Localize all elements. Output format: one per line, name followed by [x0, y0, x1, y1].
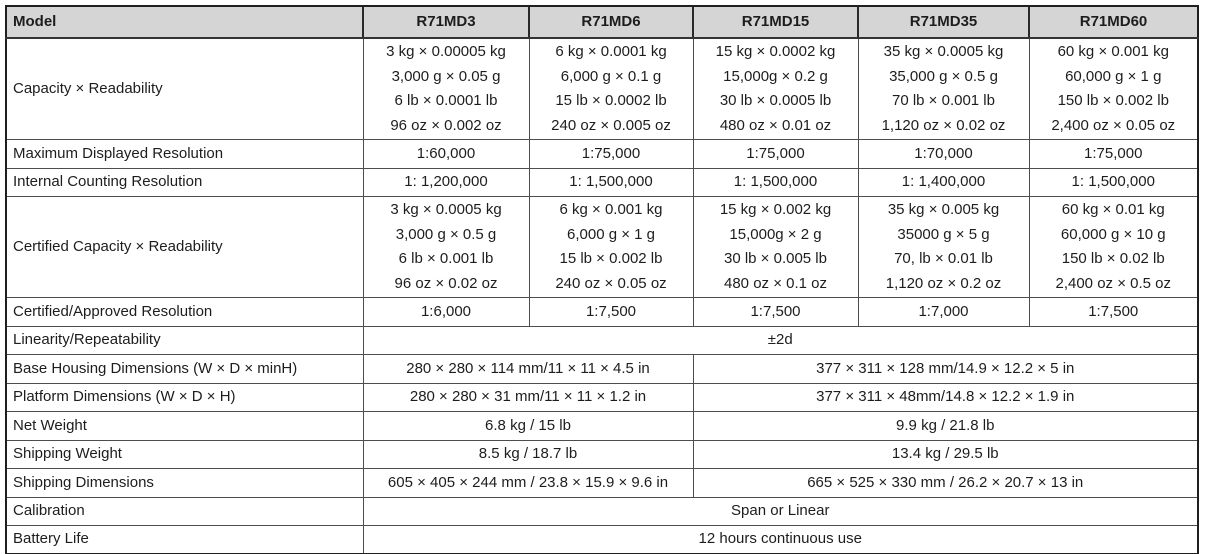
row-label: Shipping Weight — [5, 439, 364, 469]
spec-cell: 1:7,500 — [528, 297, 694, 327]
column-header-r71md35: R71MD35 — [857, 5, 1030, 39]
spec-cell-large-models: 13.4 kg / 29.5 lb — [692, 439, 1199, 469]
spec-cell: 35 kg × 0.005 kg 35000 g × 5 g 70, lb × … — [857, 196, 1030, 298]
row-label: Shipping Dimensions — [5, 468, 364, 498]
spec-cell: 15 kg × 0.002 kg 15,000g × 2 g 30 lb × 0… — [692, 196, 859, 298]
spec-cell: 3 kg × 0.00005 kg 3,000 g × 0.05 g 6 lb … — [362, 37, 530, 140]
row-label: Battery Life — [5, 525, 364, 554]
spec-row-net-weight: Net Weight 6.8 kg / 15 lb 9.9 kg / 21.8 … — [5, 411, 1199, 441]
row-label: Calibration — [5, 496, 364, 526]
spec-cell: 1: 1,400,000 — [857, 167, 1030, 197]
column-header-r71md6: R71MD6 — [528, 5, 694, 39]
spec-row-base-housing-dimensions: Base Housing Dimensions (W × D × minH) 2… — [5, 354, 1199, 384]
spec-cell-span-all: 12 hours continuous use — [362, 525, 1199, 554]
column-header-r71md60: R71MD60 — [1028, 5, 1199, 39]
spec-cell: 1:70,000 — [857, 139, 1030, 169]
row-label: Internal Counting Resolution — [5, 167, 364, 197]
spec-row-capacity-readability: Capacity × Readability 3 kg × 0.00005 kg… — [5, 37, 1199, 140]
row-label: Base Housing Dimensions (W × D × minH) — [5, 354, 364, 384]
spec-cell: 60 kg × 0.01 kg 60,000 g × 10 g 150 lb ×… — [1028, 196, 1199, 298]
spec-cell: 1:75,000 — [528, 139, 694, 169]
model-spec-table: Model R71MD3 R71MD6 R71MD15 R71MD35 R71M… — [5, 5, 1199, 554]
spec-row-battery-life: Battery Life 12 hours continuous use — [5, 525, 1199, 554]
spec-cell-large-models: 665 × 525 × 330 mm / 26.2 × 20.7 × 13 in — [692, 468, 1199, 498]
spec-cell: 1: 1,500,000 — [692, 167, 859, 197]
spec-cell: 1:7,000 — [857, 297, 1030, 327]
row-label: Certified Capacity × Readability — [5, 196, 364, 298]
spec-cell: 1:7,500 — [692, 297, 859, 327]
spec-cell-small-models: 280 × 280 × 114 mm/11 × 11 × 4.5 in — [362, 354, 694, 384]
spec-row-calibration: Calibration Span or Linear — [5, 496, 1199, 526]
spec-row-max-displayed-resolution: Maximum Displayed Resolution 1:60,000 1:… — [5, 139, 1199, 169]
spec-cell: 1:60,000 — [362, 139, 530, 169]
spec-cell-small-models: 8.5 kg / 18.7 lb — [362, 439, 694, 469]
spec-cell-large-models: 377 × 311 × 128 mm/14.9 × 12.2 × 5 in — [692, 354, 1199, 384]
spec-cell-small-models: 605 × 405 × 244 mm / 23.8 × 15.9 × 9.6 i… — [362, 468, 694, 498]
spec-cell: 1: 1,200,000 — [362, 167, 530, 197]
spec-cell: 6 kg × 0.001 kg 6,000 g × 1 g 15 lb × 0.… — [528, 196, 694, 298]
spec-row-shipping-dimensions: Shipping Dimensions 605 × 405 × 244 mm /… — [5, 468, 1199, 498]
spec-row-certified-approved-resolution: Certified/Approved Resolution 1:6,000 1:… — [5, 297, 1199, 327]
row-label: Certified/Approved Resolution — [5, 297, 364, 327]
spec-cell: 1:75,000 — [1028, 139, 1199, 169]
spec-row-linearity-repeatability: Linearity/Repeatability ±2d — [5, 325, 1199, 355]
spec-cell: 1: 1,500,000 — [1028, 167, 1199, 197]
spec-cell-small-models: 280 × 280 × 31 mm/11 × 11 × 1.2 in — [362, 382, 694, 412]
spec-row-shipping-weight: Shipping Weight 8.5 kg / 18.7 lb 13.4 kg… — [5, 439, 1199, 469]
column-header-r71md3: R71MD3 — [362, 5, 530, 39]
column-header-r71md15: R71MD15 — [692, 5, 859, 39]
table-header-row: Model R71MD3 R71MD6 R71MD15 R71MD35 R71M… — [5, 5, 1199, 39]
row-label: Platform Dimensions (W × D × H) — [5, 382, 364, 412]
spec-cell-large-models: 377 × 311 × 48mm/14.8 × 12.2 × 1.9 in — [692, 382, 1199, 412]
spec-cell: 3 kg × 0.0005 kg 3,000 g × 0.5 g 6 lb × … — [362, 196, 530, 298]
spec-row-internal-counting-resolution: Internal Counting Resolution 1: 1,200,00… — [5, 167, 1199, 197]
row-label: Net Weight — [5, 411, 364, 441]
spec-cell: 1:75,000 — [692, 139, 859, 169]
spec-cell-span-all: Span or Linear — [362, 496, 1199, 526]
row-label: Capacity × Readability — [5, 37, 364, 140]
row-label: Maximum Displayed Resolution — [5, 139, 364, 169]
spec-cell: 1:7,500 — [1028, 297, 1199, 327]
spec-cell-large-models: 9.9 kg / 21.8 lb — [692, 411, 1199, 441]
row-label: Linearity/Repeatability — [5, 325, 364, 355]
spec-cell: 15 kg × 0.0002 kg 15,000g × 0.2 g 30 lb … — [692, 37, 859, 140]
spec-cell-span-all: ±2d — [362, 325, 1199, 355]
spec-cell: 60 kg × 0.001 kg 60,000 g × 1 g 150 lb ×… — [1028, 37, 1199, 140]
spec-row-certified-capacity-readability: Certified Capacity × Readability 3 kg × … — [5, 196, 1199, 298]
spec-cell-small-models: 6.8 kg / 15 lb — [362, 411, 694, 441]
spec-row-platform-dimensions: Platform Dimensions (W × D × H) 280 × 28… — [5, 382, 1199, 412]
spec-cell: 1: 1,500,000 — [528, 167, 694, 197]
spec-cell: 35 kg × 0.0005 kg 35,000 g × 0.5 g 70 lb… — [857, 37, 1030, 140]
spec-cell: 1:6,000 — [362, 297, 530, 327]
model-header-label: Model — [5, 5, 364, 39]
spec-cell: 6 kg × 0.0001 kg 6,000 g × 0.1 g 15 lb ×… — [528, 37, 694, 140]
